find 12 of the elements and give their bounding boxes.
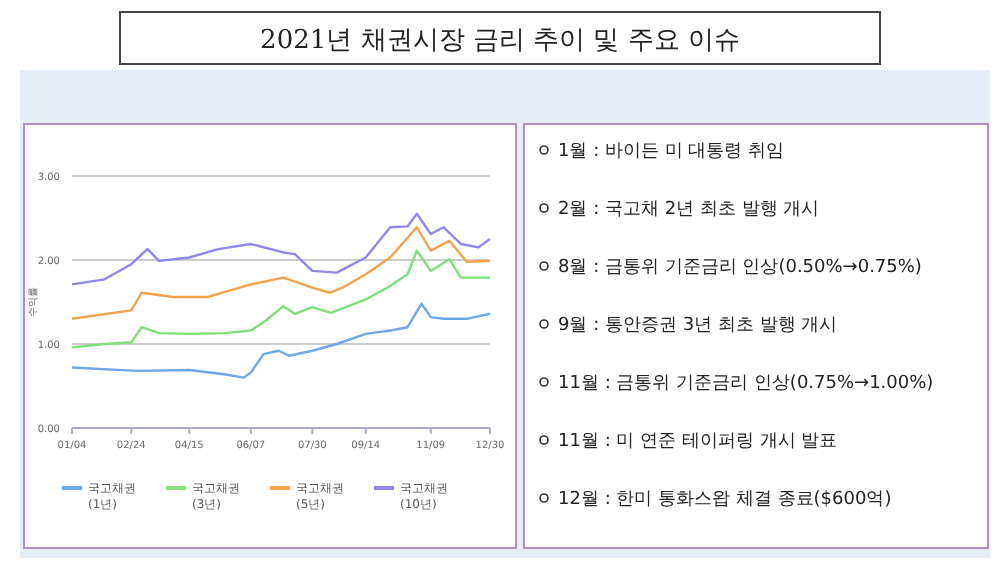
text: 11월 : 금통위 기준금리 인상(0.75%→1.00%): [558, 374, 934, 394]
text: 12월 : 한미 통화스왑 체결 종료($600억): [558, 490, 892, 510]
line-series: [70, 249, 492, 349]
line-series: [70, 302, 492, 379]
line-series: [70, 212, 492, 286]
text: 2월 : 국고채 2년 최초 발행 개시: [558, 200, 820, 220]
chart-title: 2021년 채권시장 금리 추이 및 주요 이슈: [260, 26, 740, 56]
text: 1월 : 바이든 미 대통령 취임: [558, 142, 785, 162]
text: 8월 : 금통위 기준금리 인상(0.50%→0.75%): [558, 258, 922, 278]
text: 11월 : 미 연준 테이퍼링 개시 발표: [558, 432, 838, 452]
text: 9월 : 통안증권 3년 최초 발행 개시: [558, 316, 838, 336]
line-series: [70, 226, 492, 320]
